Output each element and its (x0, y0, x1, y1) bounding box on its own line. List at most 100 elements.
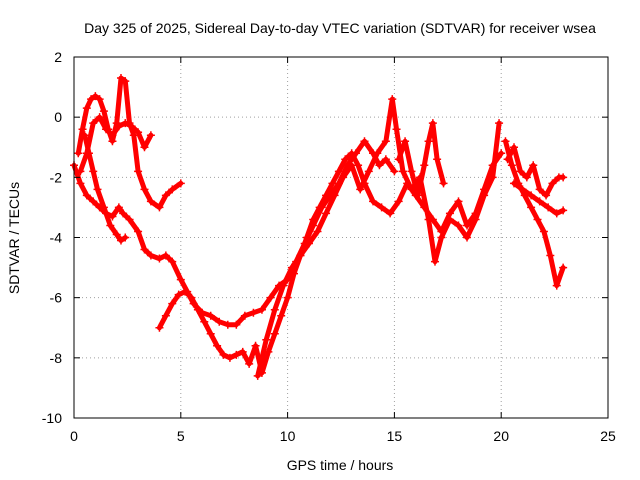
data-point (134, 128, 143, 137)
data-point (134, 227, 143, 236)
data-point (454, 197, 463, 206)
y-axis-label: SDTVAR / TECUs (6, 182, 22, 294)
data-point (315, 203, 324, 212)
data-point (95, 113, 104, 122)
series-satellite-track-f (253, 95, 504, 380)
data-point (394, 197, 403, 206)
series-satellite-track-e (155, 149, 506, 377)
data-point (140, 185, 149, 194)
data-point (89, 119, 98, 128)
series-line (75, 75, 184, 210)
data-point (287, 263, 296, 272)
data-point (161, 251, 170, 260)
data-point (200, 317, 209, 326)
data-point (176, 275, 185, 284)
data-point (74, 149, 83, 158)
data-point (114, 122, 123, 131)
data-point (401, 137, 410, 146)
data-point (146, 131, 155, 140)
data-point (251, 341, 260, 350)
data-point (121, 233, 130, 242)
data-point (213, 341, 222, 350)
series-line (505, 144, 566, 198)
data-point (424, 137, 433, 146)
data-point (270, 329, 279, 338)
y-tick-label: 2 (54, 49, 62, 65)
data-point (302, 233, 311, 242)
data-point (433, 155, 442, 164)
data-point (369, 197, 378, 206)
data-point (559, 206, 568, 215)
data-point (114, 203, 123, 212)
series-satellite-track-d (80, 131, 130, 245)
data-point (277, 311, 286, 320)
data-point (559, 173, 568, 182)
data-point (420, 161, 429, 170)
data-point (394, 155, 403, 164)
y-tick-label: -6 (50, 290, 63, 306)
data-point (112, 230, 121, 239)
data-point (398, 167, 407, 176)
series-satellite-track-j (510, 179, 568, 218)
data-point (270, 305, 279, 314)
data-point (223, 320, 232, 329)
data-point (392, 125, 401, 134)
data-point (552, 209, 561, 218)
data-point (168, 185, 177, 194)
data-point (527, 191, 536, 200)
data-point (463, 221, 472, 230)
data-point (413, 191, 422, 200)
data-point (356, 185, 365, 194)
data-point (390, 167, 399, 176)
data-point (249, 308, 258, 317)
data-point (503, 155, 512, 164)
data-point (125, 215, 134, 224)
series-satellite-track-g (394, 119, 448, 200)
data-point (347, 149, 356, 158)
data-point (146, 197, 155, 206)
data-point (386, 209, 395, 218)
data-point (82, 191, 91, 200)
data-point (375, 161, 384, 170)
data-point (176, 179, 185, 188)
data-point (116, 74, 125, 83)
data-point (245, 359, 254, 368)
data-point (108, 212, 117, 221)
data-point (488, 173, 497, 182)
data-point (78, 125, 87, 134)
data-point (89, 167, 98, 176)
data-point (328, 179, 337, 188)
y-tick-label: -2 (50, 169, 63, 185)
y-tick-label: -4 (50, 230, 63, 246)
data-point (232, 320, 241, 329)
x-tick-label: 5 (177, 428, 185, 444)
data-point (95, 95, 104, 104)
data-point (283, 293, 292, 302)
data-point (232, 350, 241, 359)
data-point (522, 173, 531, 182)
data-point (99, 107, 108, 116)
data-point (533, 215, 542, 224)
data-point (377, 203, 386, 212)
data-point (108, 131, 117, 140)
data-point (559, 263, 568, 272)
data-point (535, 197, 544, 206)
data-point (527, 203, 536, 212)
data-point (266, 293, 275, 302)
data-point (102, 125, 111, 134)
data-point (463, 233, 472, 242)
data-point (279, 281, 288, 290)
data-point (364, 167, 373, 176)
data-point (516, 167, 525, 176)
data-point (510, 179, 519, 188)
data-point (155, 203, 164, 212)
x-tick-label: 0 (70, 428, 78, 444)
data-point (304, 239, 313, 248)
data-point (121, 77, 130, 86)
data-point (529, 161, 538, 170)
data-point (253, 371, 262, 380)
data-point (155, 254, 164, 263)
data-point (238, 347, 247, 356)
data-point (215, 317, 224, 326)
data-point (89, 197, 98, 206)
